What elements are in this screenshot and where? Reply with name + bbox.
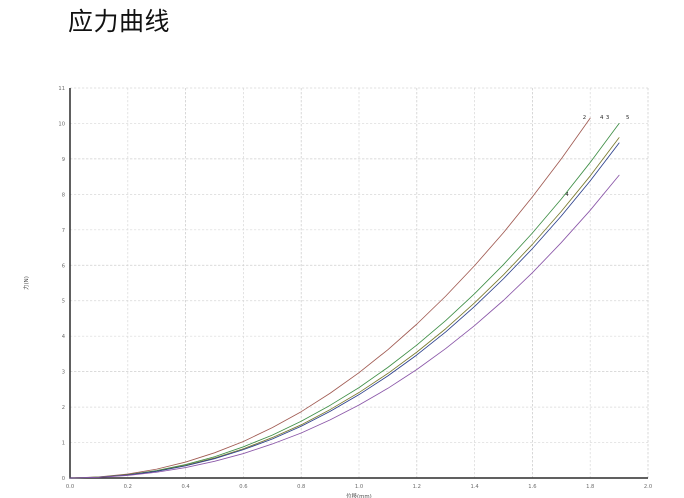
y-axis-title: 力(N) — [22, 276, 30, 290]
page-title: 应力曲线 — [68, 7, 171, 36]
chart-x-tick-labels: 0.0 0.2 0.4 0.6 0.8 1.0 1.2 1.4 1.6 1.8 2.0 — [66, 484, 652, 490]
stress-curve-chart: 0.0 0.2 0.4 0.6 0.8 1.0 1.2 1.4 1.6 1.8 2.0 012345… — [22, 86, 652, 498]
svg-text:4: 4 — [62, 334, 66, 340]
svg-text:0.6: 0.6 — [239, 484, 247, 490]
chart-axis-spines — [69, 88, 648, 479]
svg-text:4: 4 — [565, 192, 569, 198]
svg-text:3: 3 — [62, 370, 65, 376]
svg-text:10: 10 — [58, 121, 65, 127]
svg-text:7: 7 — [62, 228, 65, 234]
svg-text:2: 2 — [583, 115, 586, 121]
svg-text:2.0: 2.0 — [644, 484, 652, 490]
svg-text:11: 11 — [58, 86, 65, 92]
x-axis-title: 位移(mm) — [346, 492, 372, 498]
svg-text:0.0: 0.0 — [66, 484, 74, 490]
chart-curves — [69, 117, 620, 479]
svg-text:0: 0 — [62, 476, 65, 482]
chart-gridlines — [70, 87, 649, 478]
svg-text:4: 4 — [600, 115, 604, 121]
svg-text:2: 2 — [62, 405, 65, 411]
svg-text:1.8: 1.8 — [586, 484, 594, 490]
svg-text:1: 1 — [62, 441, 65, 447]
chart-y-tick-labels: 0 1 2 3 4 5 6 7 8 9 10 11 — [58, 86, 65, 482]
svg-text:5: 5 — [626, 115, 629, 121]
svg-text:1.0: 1.0 — [355, 484, 363, 490]
svg-text:6: 6 — [62, 263, 65, 269]
svg-text:9: 9 — [62, 157, 65, 163]
svg-text:5: 5 — [62, 299, 65, 305]
svg-text:0.8: 0.8 — [297, 484, 305, 490]
svg-text:0.4: 0.4 — [181, 484, 190, 490]
svg-text:1.6: 1.6 — [528, 484, 536, 490]
svg-text:1.2: 1.2 — [413, 484, 421, 490]
svg-text:1.4: 1.4 — [470, 484, 479, 490]
svg-text:8: 8 — [62, 192, 65, 198]
svg-text:3: 3 — [606, 115, 609, 121]
chart-curve-tags: 42 4 3 5 — [565, 115, 629, 198]
svg-text:0.2: 0.2 — [124, 484, 132, 490]
